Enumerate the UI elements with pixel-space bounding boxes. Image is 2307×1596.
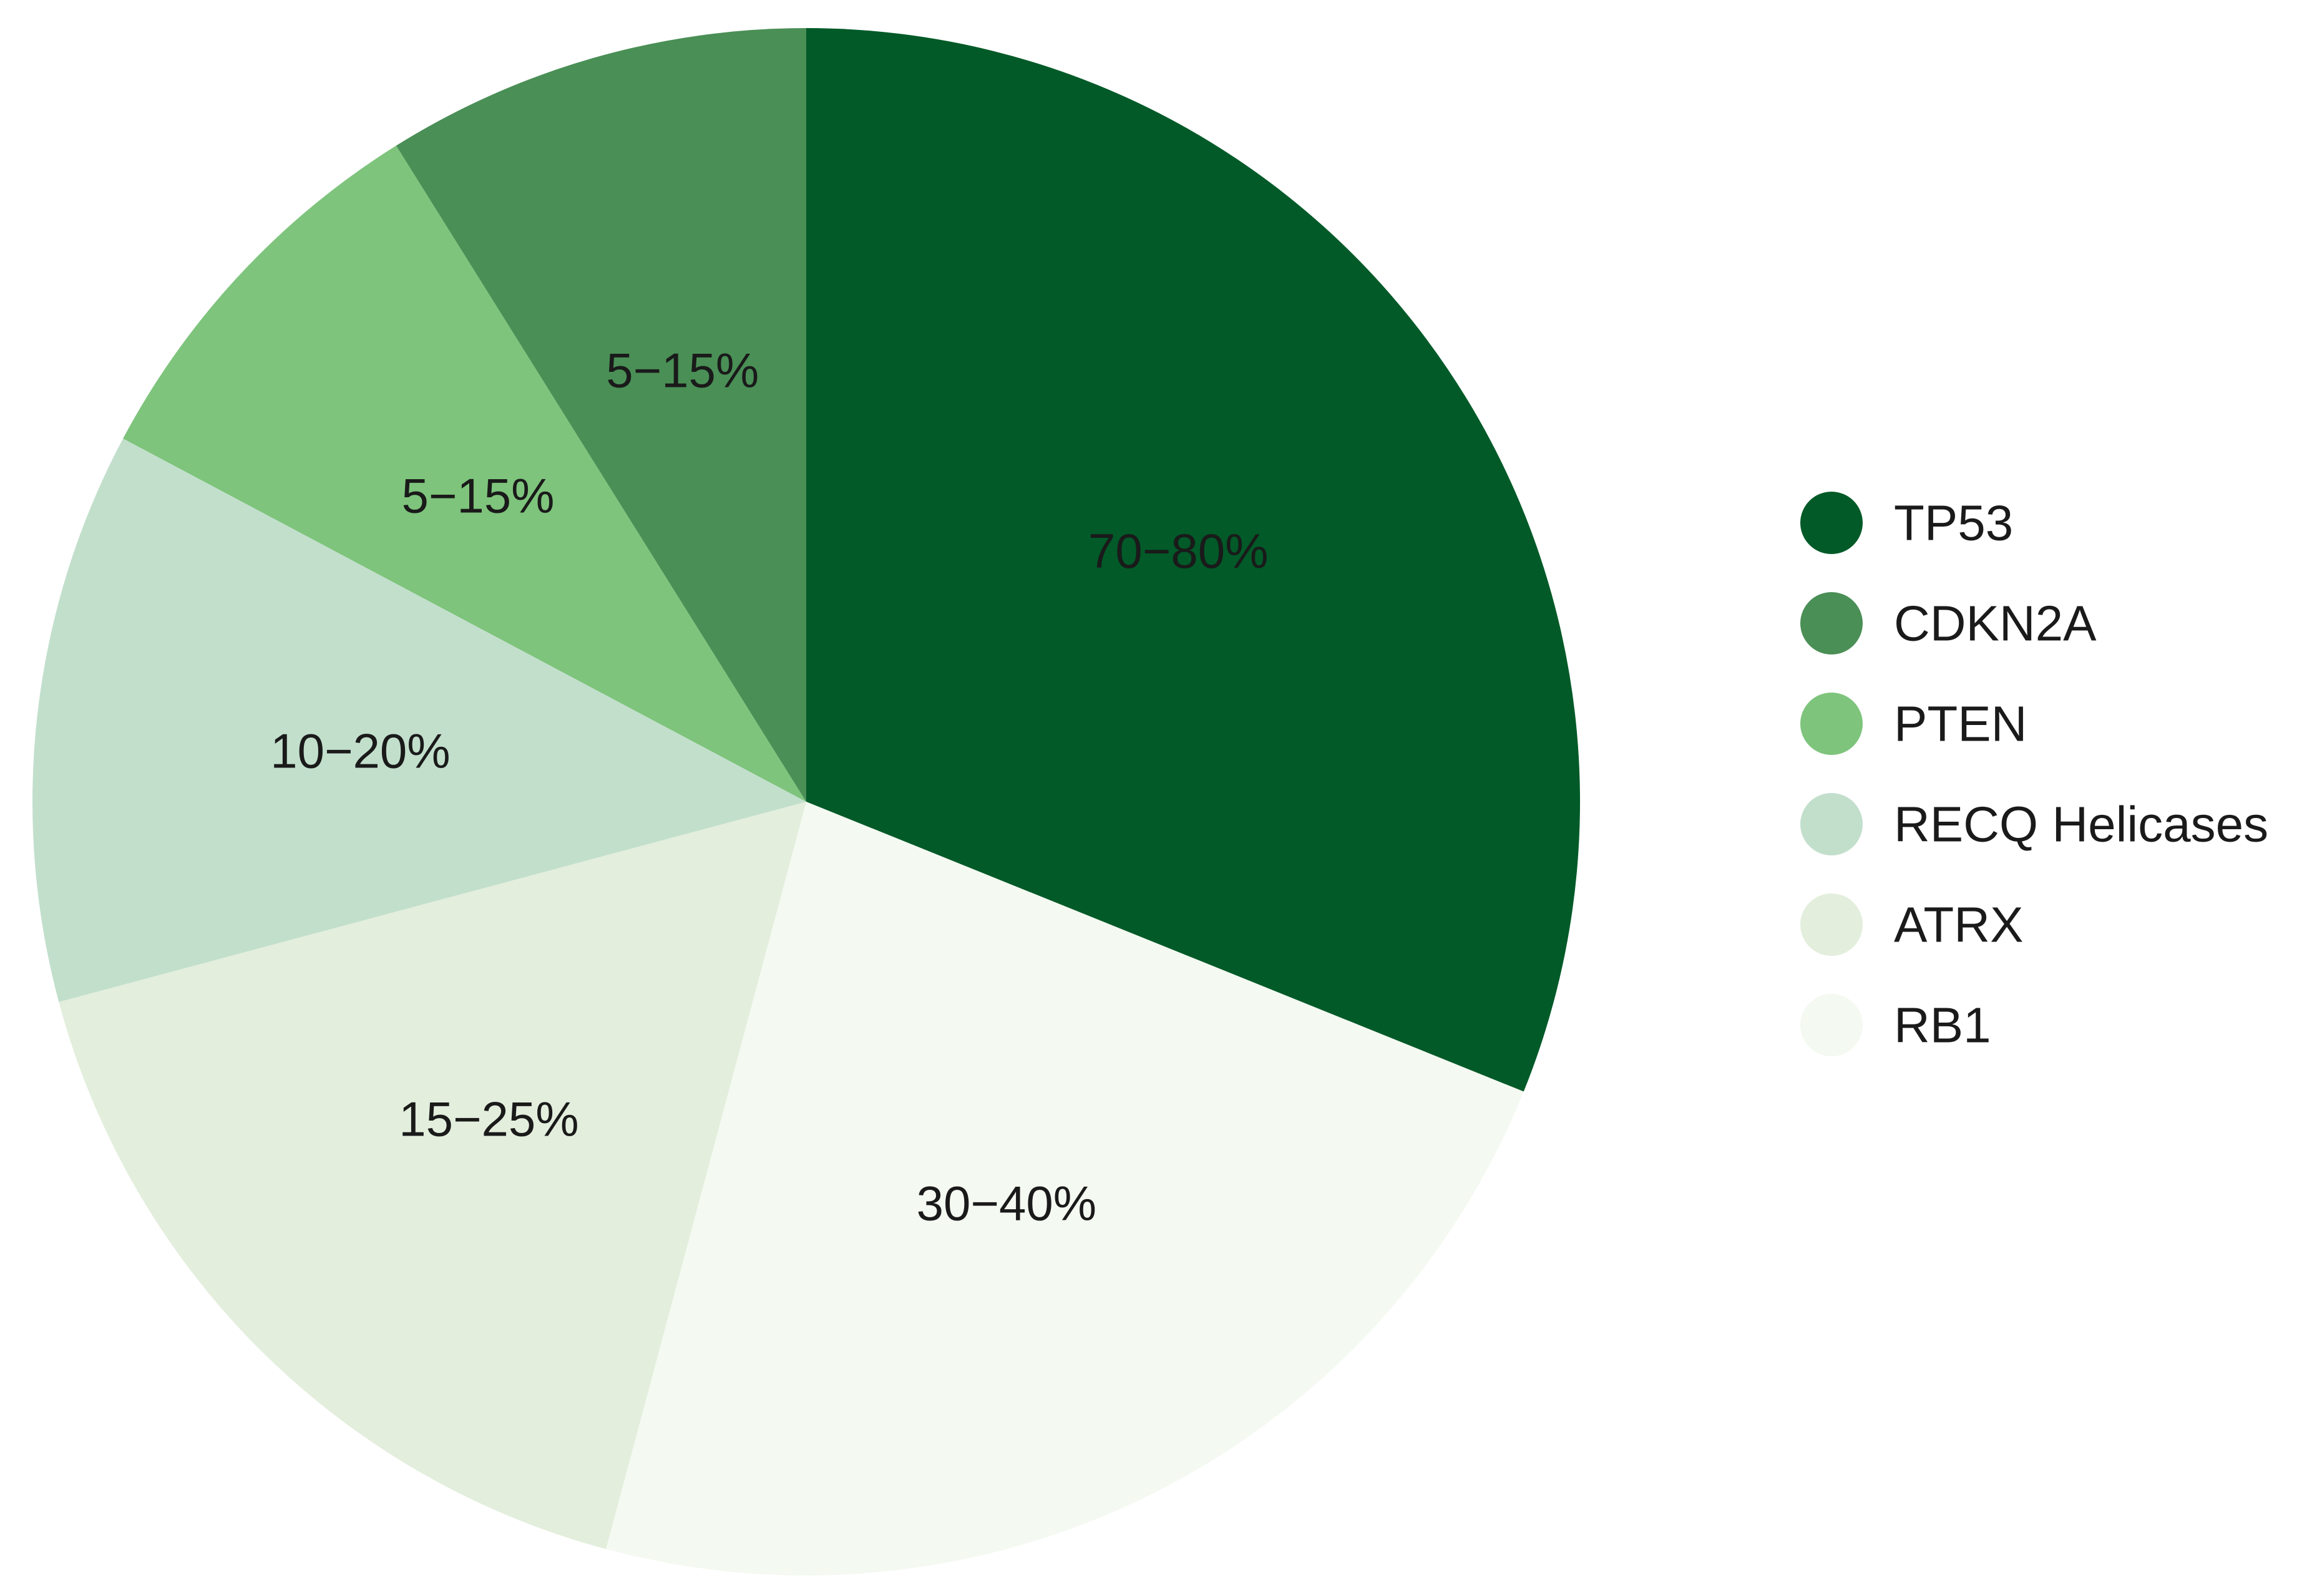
legend-label-rb1: RB1 xyxy=(1894,998,1991,1053)
slice-label-atrx: 15−25% xyxy=(399,1092,578,1147)
legend-swatch-recq-helicases xyxy=(1800,793,1863,855)
pie-slice-pten xyxy=(123,145,806,802)
legend-swatch-rb1 xyxy=(1800,994,1863,1056)
pie-slice-labels: 70−80% 30−40% 15−25% 10−20% 5−15% 5−15% xyxy=(270,343,1268,1231)
slice-label-rb1: 30−40% xyxy=(917,1176,1096,1231)
legend-swatch-tp53 xyxy=(1800,492,1863,554)
legend-label-cdkn2a: CDKN2A xyxy=(1894,596,2097,651)
pie-slice-rb1 xyxy=(606,802,1524,1575)
legend-swatch-atrx xyxy=(1800,893,1863,956)
pie-slice-cdkn2a xyxy=(396,27,806,802)
slice-label-pten: 5−15% xyxy=(401,469,554,523)
legend-swatch-cdkn2a xyxy=(1800,592,1863,654)
pie-slice-recq-helicases xyxy=(32,438,806,1002)
pie-slice-atrx xyxy=(59,802,807,1549)
legend-label-recq-helicases: RECQ Helicases xyxy=(1894,797,2268,852)
legend: TP53 CDKN2A PTEN RECQ Helicases ATRX RB1 xyxy=(1800,492,2268,1056)
slice-label-tp53: 70−80% xyxy=(1088,523,1268,578)
legend-label-atrx: ATRX xyxy=(1894,897,2023,953)
legend-label-tp53: TP53 xyxy=(1894,495,2013,551)
pie-slices xyxy=(32,27,1581,1575)
slice-label-cdkn2a: 5−15% xyxy=(606,343,759,398)
slice-label-recq-helicases: 10−20% xyxy=(270,724,450,779)
legend-label-pten: PTEN xyxy=(1894,696,2027,752)
pie-slice-tp53 xyxy=(806,28,1581,1092)
legend-swatch-pten xyxy=(1800,693,1863,755)
